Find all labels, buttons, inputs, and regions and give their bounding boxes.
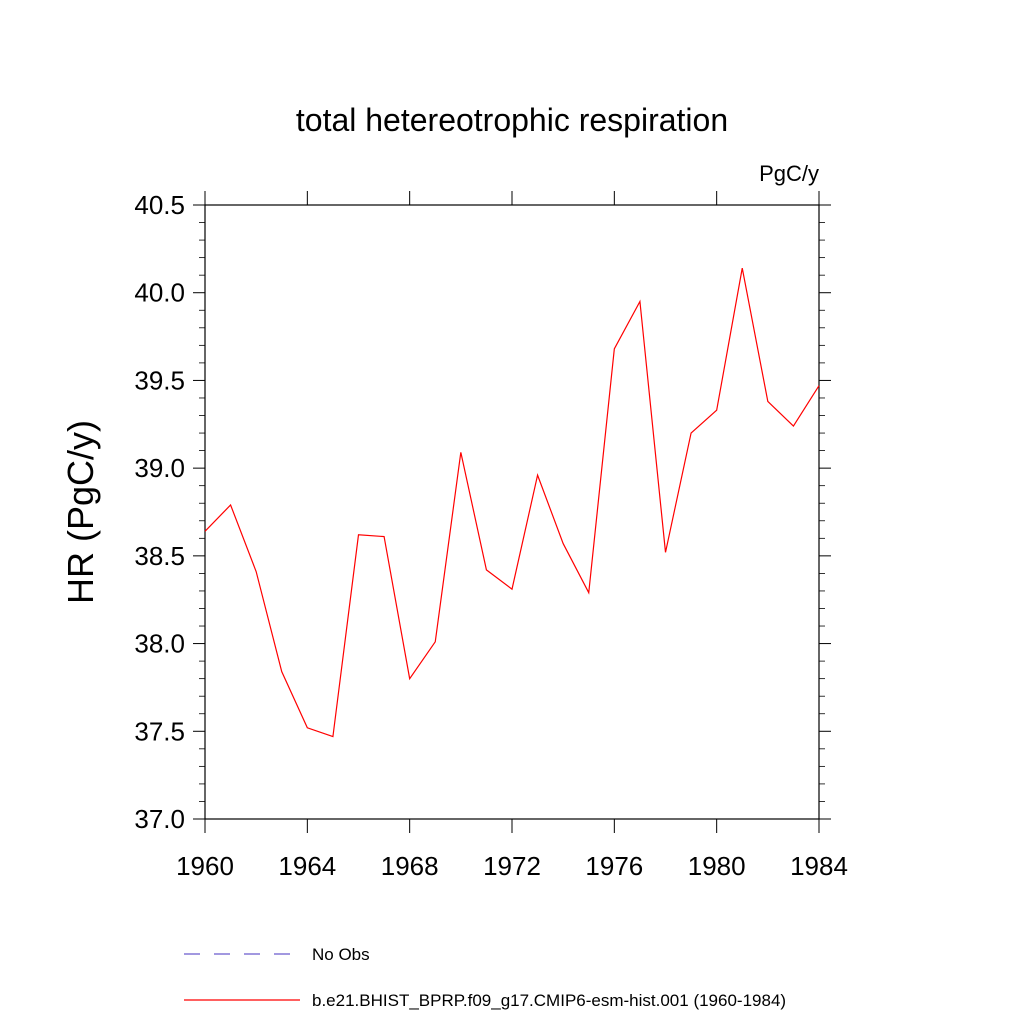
tick-labels: 37.0 37.5 38.0 38.5 39.0 39.5 40.0 40.5 1960 1964… bbox=[134, 190, 848, 881]
plot-frame bbox=[204, 204, 820, 820]
y-tick-label: 40.5 bbox=[134, 190, 185, 220]
legend-label: No Obs bbox=[312, 945, 370, 964]
x-tick-label: 1968 bbox=[381, 851, 439, 881]
series-layer bbox=[204, 268, 820, 738]
y-tick-label: 37.5 bbox=[134, 716, 185, 746]
legend: No Obs b.e21.BHIST_BPRP.f09_g17.CMIP6-esm… bbox=[184, 945, 786, 1010]
legend-label: b.e21.BHIST_BPRP.f09_g17.CMIP6-esm-hist.… bbox=[312, 991, 786, 1010]
x-tick-label: 1960 bbox=[176, 851, 234, 881]
y-tick-label: 38.5 bbox=[134, 541, 185, 571]
axis-ticks bbox=[193, 191, 831, 833]
units-label: PgC/y bbox=[759, 161, 819, 186]
x-tick-label: 1984 bbox=[790, 851, 848, 881]
plot-border bbox=[204, 204, 820, 820]
y-tick-label: 38.0 bbox=[134, 629, 185, 659]
x-tick-label: 1976 bbox=[585, 851, 643, 881]
y-tick-label: 39.5 bbox=[134, 365, 185, 395]
x-tick-label: 1980 bbox=[688, 851, 746, 881]
series-line bbox=[204, 268, 820, 738]
chart-title: total hetereotrophic respiration bbox=[296, 102, 728, 138]
x-tick-label: 1964 bbox=[278, 851, 336, 881]
y-tick-label: 37.0 bbox=[134, 804, 185, 834]
x-tick-label: 1972 bbox=[483, 851, 541, 881]
y-axis-label: HR (PgC/y) bbox=[60, 420, 101, 604]
y-tick-label: 39.0 bbox=[134, 453, 185, 483]
y-tick-label: 40.0 bbox=[134, 278, 185, 308]
